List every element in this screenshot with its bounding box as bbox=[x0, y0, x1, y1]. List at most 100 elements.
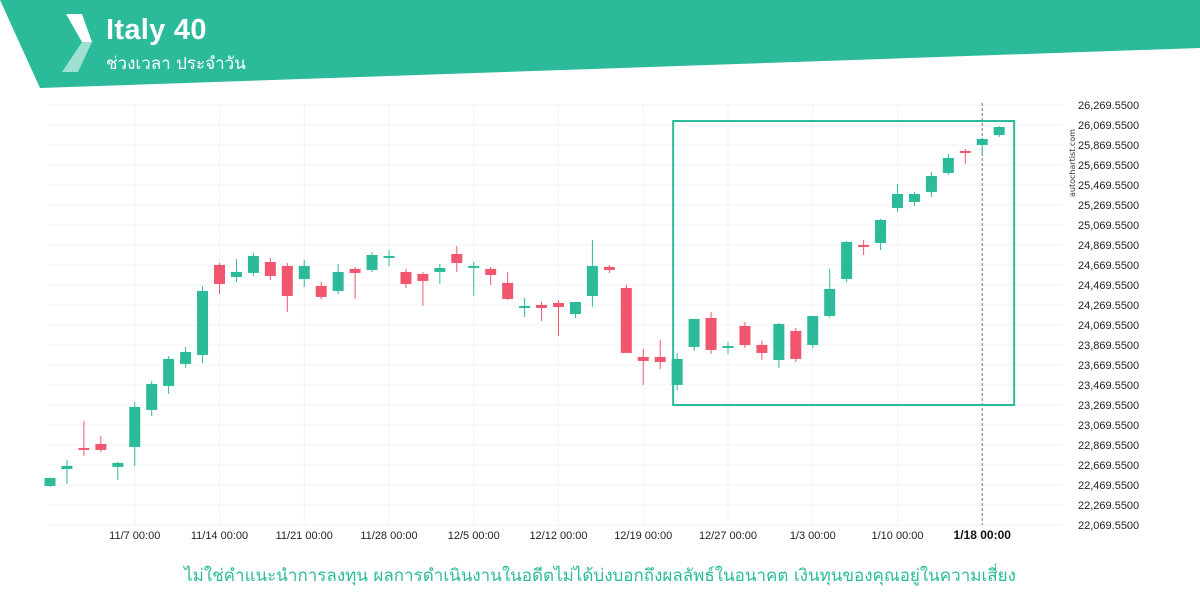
x-tick-label: 1/18 00:00 bbox=[954, 528, 1012, 542]
candle-body bbox=[875, 219, 887, 243]
candle-body bbox=[824, 288, 836, 316]
candle-body bbox=[959, 150, 971, 153]
candle-body bbox=[569, 301, 581, 314]
candle-body bbox=[197, 290, 209, 355]
timeframe-subtitle: ช่วงเวลา ประจำวัน bbox=[106, 54, 246, 74]
candle-body bbox=[705, 317, 717, 350]
candle bbox=[688, 318, 700, 351]
candle bbox=[400, 268, 412, 288]
candles-group bbox=[44, 125, 1005, 487]
candle bbox=[739, 321, 751, 348]
candle-body bbox=[858, 244, 870, 247]
y-tick-label: 23,069.5500 bbox=[1078, 420, 1139, 432]
pattern-box-group bbox=[672, 120, 1016, 406]
y-tick-label: 22,269.5500 bbox=[1078, 500, 1139, 512]
x-tick-label: 1/3 00:00 bbox=[790, 530, 836, 542]
candle bbox=[536, 301, 548, 321]
candle-body bbox=[434, 267, 446, 272]
y-tick-label: 22,669.5500 bbox=[1078, 460, 1139, 472]
risk-disclaimer: ไม่ใช่คำแนะนำการลงทุน ผลการดำเนินงานในอด… bbox=[184, 566, 1016, 586]
y-tick-label: 26,069.5500 bbox=[1078, 120, 1139, 132]
y-tick-label: 26,269.5500 bbox=[1078, 100, 1139, 112]
candle bbox=[281, 262, 293, 312]
watermark: autochartist.com bbox=[1068, 129, 1077, 197]
candle bbox=[790, 327, 802, 362]
candle bbox=[824, 268, 836, 318]
candle bbox=[773, 322, 785, 368]
candle-body bbox=[688, 318, 700, 347]
candle bbox=[230, 258, 242, 282]
candle bbox=[841, 240, 853, 282]
page-title: Italy 40 bbox=[106, 14, 207, 46]
y-tick-label: 23,869.5500 bbox=[1078, 340, 1139, 352]
y-tick-label: 22,469.5500 bbox=[1078, 480, 1139, 492]
candle-body bbox=[671, 358, 683, 385]
y-axis: 26,269.5500 26,069.5500 25,869.5500 25,669.… bbox=[1078, 100, 1139, 532]
candle-body bbox=[553, 302, 564, 307]
candle-body bbox=[112, 462, 124, 467]
y-tick-label: 24,669.5500 bbox=[1078, 260, 1139, 272]
candle-body bbox=[925, 175, 937, 192]
candle bbox=[61, 459, 73, 484]
candle-body bbox=[722, 345, 734, 348]
candle bbox=[705, 311, 717, 354]
candle bbox=[468, 261, 480, 296]
candle-body bbox=[400, 271, 412, 284]
candle bbox=[993, 125, 1005, 137]
y-tick-label: 22,869.5500 bbox=[1078, 440, 1139, 452]
candle-body bbox=[519, 305, 531, 308]
candle-body bbox=[383, 255, 395, 258]
candle-body bbox=[417, 273, 429, 281]
candle-body bbox=[129, 406, 141, 447]
candle-body bbox=[892, 193, 903, 208]
candle bbox=[637, 348, 649, 385]
x-tick-label: 12/5 00:00 bbox=[448, 530, 500, 542]
candle-body bbox=[44, 477, 56, 486]
x-tick-label: 11/28 00:00 bbox=[360, 530, 417, 542]
candle-body bbox=[163, 358, 175, 386]
candle-body bbox=[603, 266, 615, 270]
candle-body bbox=[366, 254, 378, 270]
candle-body bbox=[468, 265, 480, 268]
x-tick-label: 12/12 00:00 bbox=[529, 530, 587, 542]
y-tick-label: 22,069.5500 bbox=[1078, 520, 1139, 532]
candle-body bbox=[790, 330, 802, 359]
candle bbox=[722, 341, 734, 354]
x-tick-label: 11/14 00:00 bbox=[191, 530, 248, 542]
candle-body bbox=[586, 265, 598, 296]
candle bbox=[892, 183, 903, 212]
candle-body bbox=[807, 315, 819, 345]
candle-body bbox=[993, 126, 1005, 135]
candle-body bbox=[281, 265, 293, 296]
candle-body bbox=[230, 271, 242, 277]
candle-body bbox=[739, 325, 751, 345]
candle bbox=[502, 271, 514, 300]
header-background bbox=[0, 0, 1200, 88]
autochartist-logo-icon bbox=[62, 14, 92, 72]
candle-body bbox=[976, 138, 988, 145]
candle bbox=[146, 380, 158, 416]
candle bbox=[315, 281, 327, 299]
candle bbox=[620, 284, 632, 353]
candle bbox=[112, 461, 124, 480]
candle-body bbox=[942, 157, 954, 173]
candle-body bbox=[349, 268, 361, 273]
candle bbox=[756, 340, 768, 360]
candle bbox=[247, 252, 259, 276]
y-tick-label: 23,269.5500 bbox=[1078, 400, 1139, 412]
y-tick-label: 25,869.5500 bbox=[1078, 140, 1139, 152]
candle bbox=[925, 171, 937, 197]
candle-body bbox=[536, 304, 548, 308]
candle-body bbox=[485, 268, 497, 275]
candle-body bbox=[61, 465, 73, 469]
candle-body bbox=[654, 356, 666, 362]
y-tick-label: 24,869.5500 bbox=[1078, 240, 1139, 252]
candlestick-chart: 26,269.5500 26,069.5500 25,869.5500 25,669.… bbox=[44, 100, 1139, 542]
y-tick-label: 24,069.5500 bbox=[1078, 320, 1139, 332]
candle bbox=[383, 249, 395, 266]
candle-body bbox=[451, 253, 463, 263]
candle-body bbox=[756, 344, 768, 353]
y-tick-label: 24,469.5500 bbox=[1078, 280, 1139, 292]
y-tick-label: 23,469.5500 bbox=[1078, 380, 1139, 392]
candle bbox=[349, 266, 361, 299]
